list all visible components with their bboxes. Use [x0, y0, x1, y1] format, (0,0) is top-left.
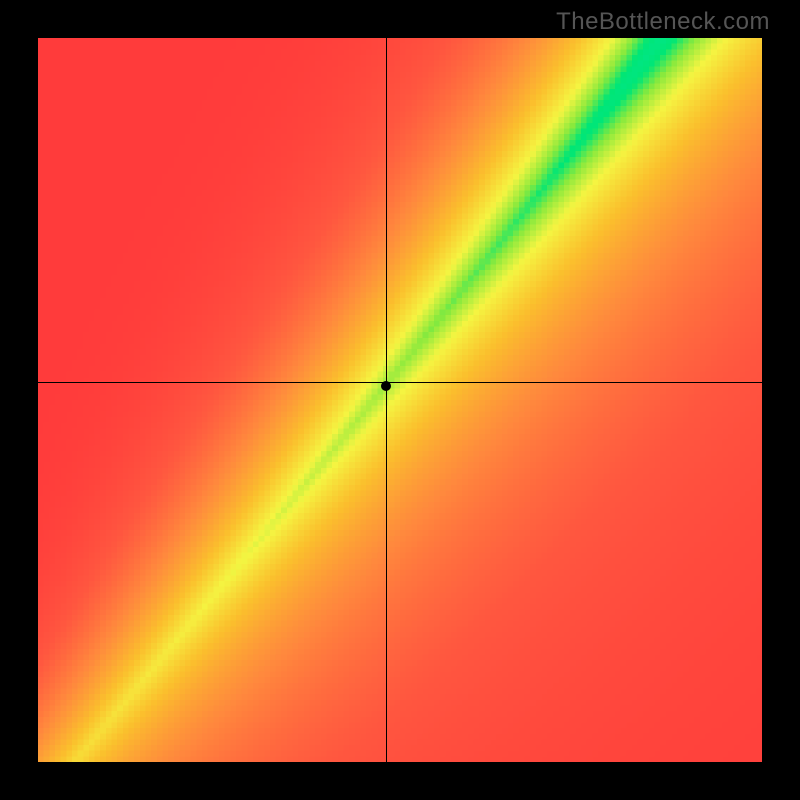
bottleneck-heatmap: [38, 38, 762, 762]
crosshair-horizontal: [38, 382, 762, 383]
plot-area: [38, 38, 762, 762]
crosshair-vertical: [386, 38, 387, 762]
watermark-text: TheBottleneck.com: [556, 8, 770, 36]
selection-marker: [381, 381, 391, 391]
